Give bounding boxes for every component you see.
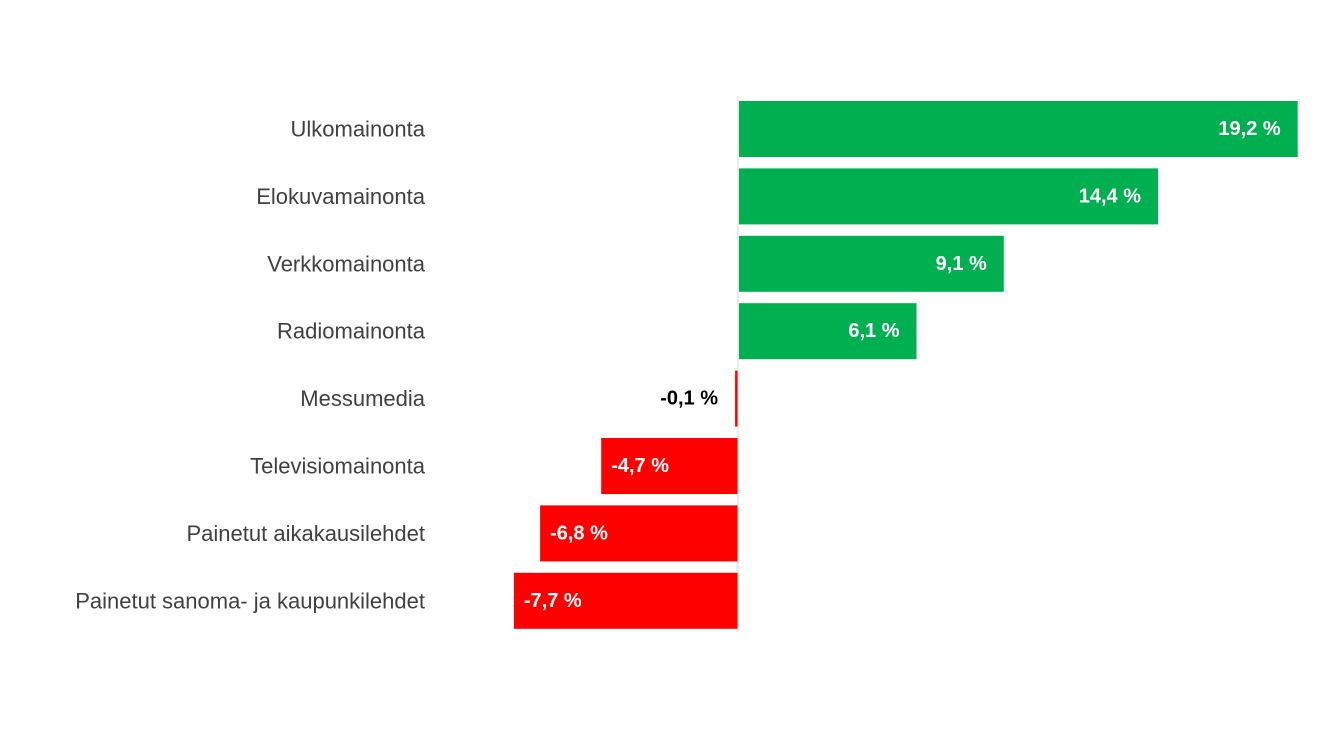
bar-3 (739, 303, 917, 360)
bar-0 (739, 101, 1298, 157)
data-label-2: 9,1 % (936, 253, 987, 275)
category-label-5: Televisiomainonta (250, 454, 426, 479)
category-label-4: Messumedia (300, 386, 425, 411)
bar-7 (513, 572, 738, 629)
data-label-6: -6,8 % (550, 522, 608, 544)
category-label-3: Radiomainonta (277, 319, 426, 344)
data-label-3: 6,1 % (848, 320, 899, 342)
data-labels-group: 19,2 % 14,4 % 9,1 % 6,1 % -0,1 % -4,7 % -6,8 %… (524, 118, 1281, 612)
bar-1 (739, 168, 1158, 225)
data-label-5: -4,7 % (611, 455, 669, 477)
data-label-7: -7,7 % (524, 590, 582, 612)
category-label-6: Painetut aikakausilehdet (187, 521, 426, 546)
bar-5 (601, 438, 738, 494)
bar-6 (540, 505, 738, 562)
category-label-1: Elokuvamainonta (256, 184, 426, 209)
category-label-2: Verkkomainonta (267, 251, 426, 276)
bars-group (513, 101, 1298, 629)
category-label-0: Ulkomainonta (290, 117, 425, 142)
data-label-0: 19,2 % (1218, 118, 1280, 140)
bar-4 (735, 370, 738, 427)
category-label-7: Painetut sanoma- ja kaupunkilehdet (75, 588, 425, 613)
category-labels-group: Ulkomainonta Elokuvamainonta Verkkomainont… (75, 117, 426, 614)
data-label-4: -0,1 % (660, 388, 718, 410)
bar-2 (739, 235, 1004, 292)
data-label-1: 14,4 % (1079, 185, 1141, 207)
